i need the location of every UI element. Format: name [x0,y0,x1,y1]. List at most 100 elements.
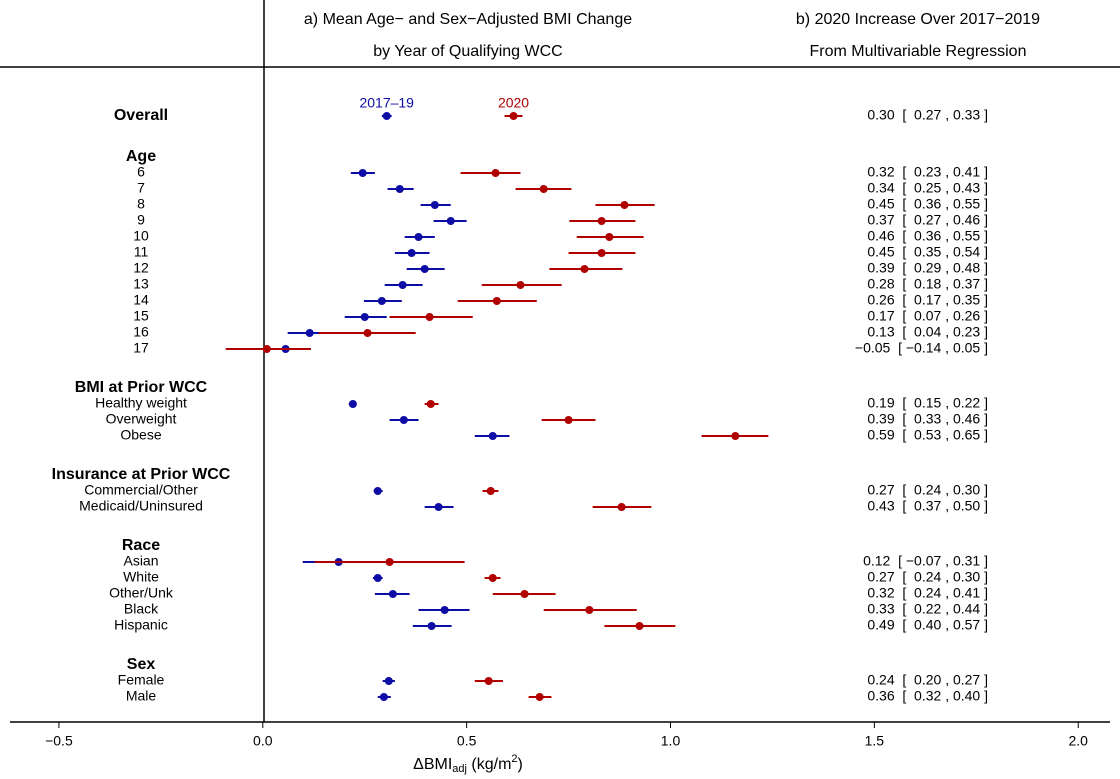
point [446,217,455,225]
point [635,622,644,630]
point [427,622,436,630]
x-tick-label: 2.0 [1068,733,1088,749]
x-label: 2 [511,753,517,765]
x-tick-label: −0.5 [45,733,73,749]
point [731,432,740,440]
point [539,185,548,193]
row-label: Healthy weight [95,395,187,411]
row-label: 14 [133,292,149,308]
row-label: 8 [137,196,145,212]
point [388,590,397,598]
regression-text: 0.33 [ 0.22 , 0.44 ] [867,601,988,617]
point [262,345,271,353]
point [420,265,429,273]
group-label: Overall [114,107,168,124]
point [425,313,434,321]
regression-text: 0.19 [ 0.15 , 0.22 ] [867,395,988,411]
regression-text: 0.43 [ 0.37 , 0.50 ] [867,498,988,514]
regression-text: 0.39 [ 0.33 , 0.46 ] [867,411,988,427]
regression-text: 0.27 [ 0.24 , 0.30 ] [867,482,988,498]
x-label: adj [452,763,467,775]
row-label: Medicaid/Uninsured [79,498,203,514]
point [395,185,404,193]
point [491,169,500,177]
regression-text: 0.17 [ 0.07 , 0.26 ] [867,308,988,324]
legend-label: 2017–19 [359,95,414,111]
regression-text: 0.32 [ 0.24 , 0.41 ] [867,585,988,601]
x-tick-label: 1.0 [661,733,681,749]
regression-text: 0.24 [ 0.20 , 0.27 ] [867,672,988,688]
point [379,693,388,701]
row-label: 11 [134,244,149,260]
point [597,217,606,225]
group-label: BMI at Prior WCC [75,379,208,396]
point [373,487,382,495]
regression-text: 0.32 [ 0.23 , 0.41 ] [867,164,988,180]
point [377,297,386,305]
point [399,416,408,424]
regression-text: 0.12 [ −0.07 , 0.31 ] [863,553,988,569]
regression-text: 0.45 [ 0.35 , 0.54 ] [867,244,988,260]
row-label: 16 [133,324,149,340]
x-tick-label: 0.5 [457,733,477,749]
regression-text: 0.36 [ 0.32 , 0.40 ] [867,688,988,704]
regression-text: 0.26 [ 0.17 , 0.35 ] [867,292,988,308]
row-label: 9 [137,212,145,228]
row-label: 6 [137,164,145,180]
point [384,677,393,685]
regression-text: 0.27 [ 0.24 , 0.30 ] [867,569,988,585]
regression-text: 0.49 [ 0.40 , 0.57 ] [867,617,988,633]
x-label: (kg/m [467,756,511,773]
point [486,487,495,495]
point [382,112,391,120]
point [580,265,589,273]
x-tick-label: 0.0 [253,733,273,749]
regression-text: 0.13 [ 0.04 , 0.23 ] [867,324,988,340]
row-label: Asian [123,553,158,569]
row-label: Commercial/Other [84,482,198,498]
regression-text: 0.46 [ 0.36 , 0.55 ] [867,228,988,244]
title-b: From Multivariable Regression [810,43,1027,60]
point [360,313,369,321]
point [305,329,314,337]
row-label: Obese [120,427,161,443]
point [488,574,497,582]
point [358,169,367,177]
regression-text: 0.28 [ 0.18 , 0.37 ] [867,276,988,292]
point [520,590,529,598]
row-label: Other/Unk [109,585,174,601]
point [407,249,416,257]
title-a: by Year of Qualifying WCC [373,43,562,60]
row-label: 13 [133,276,149,292]
group-label: Sex [127,656,156,673]
row-label: White [123,569,159,585]
point [564,416,573,424]
point [385,558,394,566]
row-label: 12 [133,260,149,276]
x-tick-label: 1.5 [865,733,885,749]
regression-text: 0.34 [ 0.25 , 0.43 ] [867,180,988,196]
row-label: 17 [133,340,149,356]
point [398,281,407,289]
row-label: 10 [133,228,149,244]
title-a: a) Mean Age− and Sex−Adjusted BMI Change [304,11,632,28]
point [516,281,525,289]
point [434,503,443,511]
group-label: Insurance at Prior WCC [52,466,231,483]
point [492,297,501,305]
point [620,201,629,209]
group-label: Age [126,148,156,165]
regression-text: 0.39 [ 0.29 , 0.48 ] [867,260,988,276]
point [488,432,497,440]
point [363,329,372,337]
point [509,112,518,120]
point [430,201,439,209]
row-label: Black [124,601,159,617]
regression-text: 0.37 [ 0.27 , 0.46 ] [867,212,988,228]
row-label: Overweight [106,411,177,427]
point [373,574,382,582]
x-label: ΔBMI [413,756,452,773]
point [484,677,493,685]
group-label: Race [122,537,160,554]
